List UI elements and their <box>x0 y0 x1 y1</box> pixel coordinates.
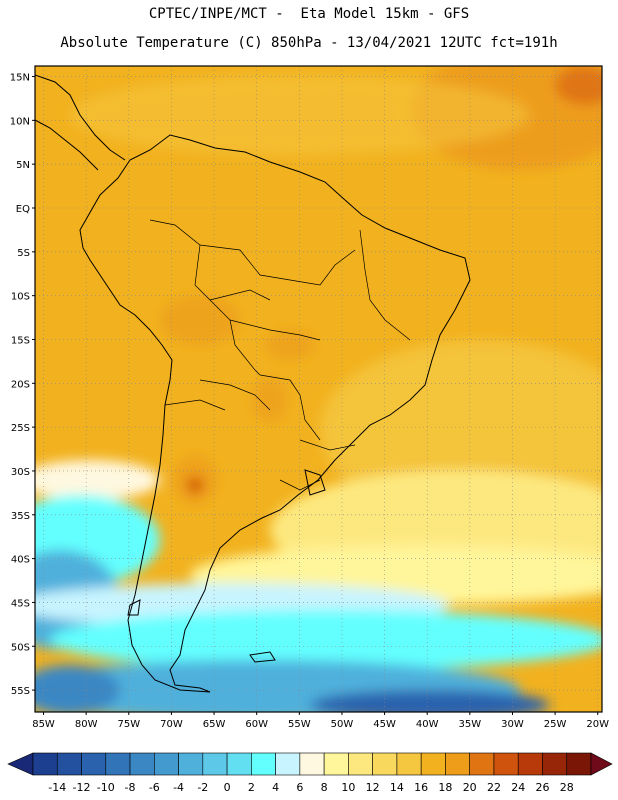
lon-tick-label: 85W <box>32 719 55 730</box>
lon-tick-label: 80W <box>75 719 98 730</box>
lat-tick-label: 15N <box>10 73 30 84</box>
lat-tick-label: 20S <box>11 379 30 390</box>
colorbar-swatch <box>226 752 252 776</box>
lat-tick-label: EQ <box>16 204 30 215</box>
lon-tick-label: 30W <box>501 719 524 730</box>
lon-tick-label: 60W <box>245 719 268 730</box>
colorbar-swatch <box>202 752 228 776</box>
lon-tick-label: 45W <box>373 719 396 730</box>
colorbar-label: 28 <box>560 781 574 794</box>
chart-title: CPTEC/INPE/MCT - Eta Model 15km - GFS <box>148 6 470 22</box>
lat-tick-label: 45S <box>11 598 30 609</box>
chart-subtitle: Absolute Temperature (C) 850hPa - 13/04/… <box>60 35 558 51</box>
colorbar-swatch <box>275 752 301 776</box>
colorbar-swatch <box>420 752 446 776</box>
lon-tick-label: 25W <box>544 719 567 730</box>
colorbar-label: -14 <box>48 781 66 794</box>
lat-tick-label: 30S <box>11 467 30 478</box>
colorbar-label: 4 <box>272 781 279 794</box>
colorbar-swatch <box>396 752 422 776</box>
temperature-map: 15N 10N 5N EQ 5S 10S 15S 20S 25S 30S 35S 40S 45S 50S 5… <box>10 65 609 730</box>
colorbar-swatch <box>323 752 349 776</box>
colorbar-swatch <box>251 752 276 776</box>
colorbar-swatch <box>469 752 495 776</box>
lat-tick-label: 40S <box>11 555 30 566</box>
map-grid <box>35 66 602 712</box>
lat-tick-label: 55S <box>11 686 30 697</box>
colorbar-label: -12 <box>73 781 91 794</box>
colorbar-swatch <box>493 752 519 776</box>
colorbar-swatch <box>542 752 568 776</box>
latitude-axis: 15N 10N 5N EQ 5S 10S 15S 20S 25S 30S 35S 40S 45S 50S 5… <box>10 73 35 697</box>
colorbar-swatch <box>178 752 204 776</box>
lon-tick-label: 50W <box>331 719 354 730</box>
colorbar-label: 14 <box>390 781 404 794</box>
colorbar-label: 16 <box>414 781 428 794</box>
colorbar-swatch <box>129 752 155 776</box>
colorbar-label: 10 <box>341 781 355 794</box>
colorbar-label: 20 <box>463 781 477 794</box>
lon-tick-label: 55W <box>288 719 311 730</box>
colorbar-label: 8 <box>321 781 328 794</box>
lat-tick-label: 25S <box>11 423 30 434</box>
country-borders <box>149 219 411 491</box>
lat-tick-label: 10S <box>11 292 30 303</box>
lon-tick-label: 65W <box>203 719 226 730</box>
colorbar-swatch <box>105 752 131 776</box>
colorbar-arrow-left <box>7 752 34 776</box>
colorbar-label: -10 <box>97 781 115 794</box>
colorbar-swatch <box>348 752 373 776</box>
lat-tick-label: 5S <box>17 248 30 259</box>
colorbar-swatch <box>81 752 107 776</box>
longitude-axis: 85W 80W 75W 70W 65W 60W 55W 50W 45W 40W 35W 30W 25W 2… <box>32 712 609 730</box>
lat-tick-label: 5N <box>16 160 30 171</box>
colorbar-label: 6 <box>296 781 303 794</box>
lat-tick-label: 10N <box>10 116 30 127</box>
colorbar-swatch <box>154 752 179 776</box>
colorbar-swatch <box>372 752 398 776</box>
colorbar-label: 18 <box>438 781 452 794</box>
colorbar-label: 0 <box>224 781 231 794</box>
lon-tick-label: 35W <box>459 719 482 730</box>
colorbar-label: 22 <box>487 781 501 794</box>
colorbar-label: 2 <box>248 781 255 794</box>
lat-tick-label: 50S <box>11 642 30 653</box>
colorbar-label: -6 <box>149 781 160 794</box>
colorbar-swatch <box>517 752 543 776</box>
colorbar-label: -8 <box>125 781 136 794</box>
colorbar: -14 -12 -10 -8 -6 -4 -2 0 2 4 6 8 10 12 14 16 18 20 22 24 26… <box>7 752 613 794</box>
colorbar-label: -4 <box>173 781 184 794</box>
central-america-coastline <box>35 74 126 161</box>
lon-tick-label: 75W <box>117 719 140 730</box>
lon-tick-label: 70W <box>160 719 183 730</box>
colorbar-swatch <box>299 752 325 776</box>
coastlines <box>35 74 471 693</box>
lon-tick-label: 40W <box>416 719 439 730</box>
lon-tick-label: 20W <box>586 719 609 730</box>
colorbar-label: -2 <box>197 781 208 794</box>
colorbar-arrow-right <box>590 752 613 776</box>
islands <box>127 469 326 663</box>
temperature-field <box>35 66 602 712</box>
colorbar-swatch <box>566 752 592 776</box>
map-border <box>34 65 603 713</box>
colorbar-swatch <box>56 752 82 776</box>
lat-tick-label: 35S <box>11 511 30 522</box>
colorbar-label: 24 <box>511 781 525 794</box>
colorbar-swatch <box>445 752 470 776</box>
central-america-pacific <box>35 119 99 171</box>
colorbar-label: 26 <box>535 781 549 794</box>
colorbar-swatch <box>32 752 58 776</box>
colorbar-label: 12 <box>366 781 380 794</box>
lat-tick-label: 15S <box>11 335 30 346</box>
